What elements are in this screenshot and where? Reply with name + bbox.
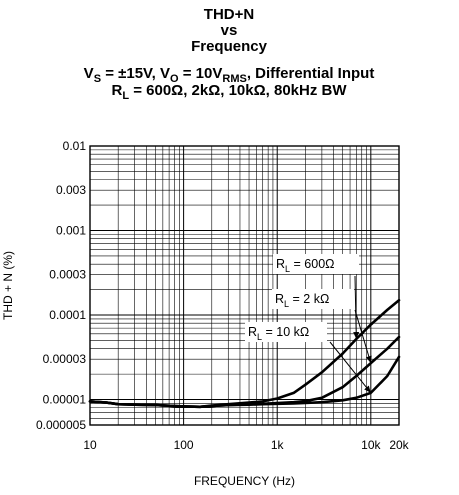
chart-subtitle: VS = ±15V, VO = 10VRMS, Differential Inp… bbox=[84, 65, 375, 102]
annotation-label-part: L bbox=[257, 332, 262, 342]
annotation-label-part: R bbox=[276, 257, 285, 271]
subtitle-line-part: R bbox=[111, 82, 122, 99]
y-tick-labels: 0.01 0.003 0.001 0.0003 0.0001 0.00003 0.00001… bbox=[36, 139, 86, 432]
annotation-label: RL = 10 kΩ bbox=[248, 325, 309, 342]
subtitle-line-part: = 10V bbox=[179, 65, 223, 82]
annotation-label-part: L bbox=[285, 264, 290, 274]
series-line-1 bbox=[88, 335, 401, 409]
annotation-label-part: = 2 kΩ bbox=[289, 292, 329, 306]
x-tick-label: 1k bbox=[271, 438, 285, 452]
plot-grid bbox=[90, 146, 399, 425]
subtitle-line-part: = ±15V, V bbox=[101, 65, 170, 82]
subtitle-line-part: L bbox=[122, 90, 129, 102]
annotation-box bbox=[272, 289, 354, 309]
annotation-label-part: L bbox=[284, 299, 289, 309]
annotation-arrow bbox=[353, 275, 360, 340]
subtitle-line-part: O bbox=[170, 73, 179, 85]
title-line: vs bbox=[221, 22, 238, 39]
x-axis-label: FREQUENCY (Hz) bbox=[194, 474, 295, 488]
y-tick-label: 0.00001 bbox=[43, 393, 87, 407]
title-line: THD+N bbox=[204, 6, 254, 23]
subtitle-line: RL = 600Ω, 2kΩ, 10kΩ, 80kHz BW bbox=[111, 82, 347, 102]
annotation-label: RL = 2 kΩ bbox=[275, 292, 329, 309]
y-tick-label: 0.0001 bbox=[49, 308, 86, 322]
title-line: Frequency bbox=[191, 38, 268, 55]
annotation-label-part: R bbox=[275, 292, 284, 306]
y-tick-label: 0.00003 bbox=[43, 352, 87, 366]
y-tick-label: 0.003 bbox=[56, 183, 86, 197]
x-tick-label: 20k bbox=[389, 438, 409, 452]
y-tick-label: 0.001 bbox=[56, 224, 86, 238]
y-tick-label: 0.0003 bbox=[49, 268, 86, 282]
y-tick-label: 0.000005 bbox=[36, 418, 86, 432]
x-tick-label: 100 bbox=[174, 438, 194, 452]
annotation-label: RL = 600Ω bbox=[276, 257, 335, 274]
x-tick-label: 10k bbox=[361, 438, 381, 452]
subtitle-line-part: S bbox=[94, 73, 101, 85]
y-tick-label: 0.01 bbox=[63, 139, 87, 153]
subtitle-line-part: = 600Ω, 2kΩ, 10kΩ, 80kHz BW bbox=[129, 82, 347, 99]
annotation-box bbox=[245, 322, 327, 342]
x-tick-label: 10 bbox=[83, 438, 97, 452]
series-line-0 bbox=[88, 298, 401, 409]
x-tick-labels: 10 100 1k 10k 20k bbox=[83, 438, 409, 452]
subtitle-line: VS = ±15V, VO = 10VRMS, Differential Inp… bbox=[84, 65, 375, 85]
annotation-arrow bbox=[354, 309, 372, 364]
annotation-label-part: = 600Ω bbox=[290, 257, 334, 271]
subtitle-line-part: , Differential Input bbox=[247, 65, 375, 82]
annotation-box bbox=[273, 254, 359, 274]
subtitle-line-part: RMS bbox=[222, 73, 246, 85]
y-axis-label: THD + N (%) bbox=[1, 251, 15, 320]
plot-frame bbox=[89, 145, 400, 426]
subtitle-line-part: V bbox=[84, 65, 94, 82]
series-lines bbox=[88, 298, 401, 409]
annotation-arrow bbox=[329, 341, 372, 394]
annotation-label-part: R bbox=[248, 325, 257, 339]
annotation-label-part: = 10 kΩ bbox=[262, 325, 309, 339]
series-line-2 bbox=[88, 355, 401, 409]
